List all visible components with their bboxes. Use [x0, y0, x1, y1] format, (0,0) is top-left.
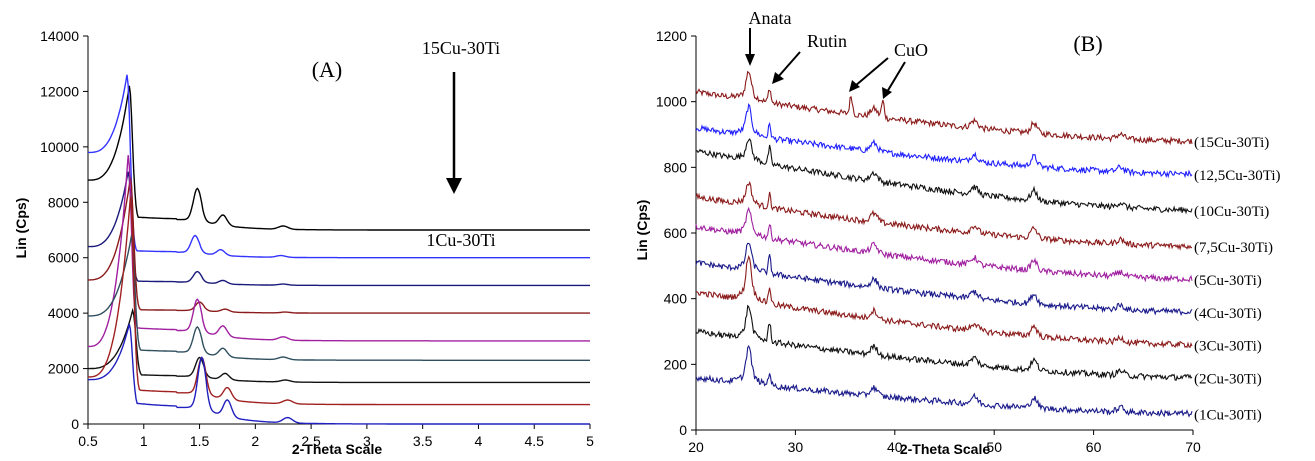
panel-b-ylabel: Lin (Cps)	[634, 200, 650, 261]
anatase-annotation: Anata	[749, 8, 792, 28]
panel-b-series-label: (7,5Cu-30Ti)	[1194, 240, 1273, 256]
panel-b-series-label: (5Cu-30Ti)	[1194, 273, 1262, 289]
rutile-arrow	[777, 51, 801, 78]
panel-a-series-line-5	[88, 155, 590, 348]
panel-b-series	[695, 70, 1193, 418]
rutile-arrow-head	[772, 72, 784, 84]
panel-a-series-line-9	[88, 324, 590, 425]
panel-a-x-tick-label: 5	[586, 433, 594, 449]
panel-a-x-tick-label: 3	[363, 433, 371, 449]
panel-b-y-tick-label: 800	[664, 159, 688, 175]
panel-b-chart: 0 200 400 600 800 1000 1200 20 30 40 50 60 70 (15Cu-…	[634, 8, 1281, 457]
panel-a-y-tick-label: 4000	[48, 305, 79, 321]
panel-b-series-line-3	[695, 138, 1193, 215]
panel-b-y-tick-label: 600	[664, 225, 688, 241]
panel-b-y-tick-label: 200	[664, 356, 688, 372]
panel-a-y-tick-label: 0	[71, 416, 79, 432]
panel-b-y-tick-label: 1200	[656, 28, 687, 44]
panel-a-x-tick-label: 3.5	[413, 433, 433, 449]
panel-a-series-line-2	[88, 74, 590, 259]
panel-a-chart: 0 2000 4000 6000 8000 10000 12000 14000 0.5 1 1.5 2…	[13, 28, 594, 457]
panel-b-series-line-2	[695, 102, 1193, 179]
panel-b-series-label: (1Cu-30Ti)	[1194, 408, 1262, 424]
panel-a-y-tick-label: 2000	[48, 361, 79, 377]
cuo-arrow-2-head	[882, 87, 892, 99]
panel-b-series-labels: (15Cu-30Ti) (12,5Cu-30Ti) (10Cu-30Ti) (7,5C…	[1194, 135, 1281, 424]
cuo-annotation: CuO	[894, 40, 928, 60]
panel-b-y-tick-label: 1000	[656, 94, 687, 110]
panel-a-series-line-3	[88, 171, 590, 287]
panel-b-series-label: (2Cu-30Ti)	[1194, 371, 1262, 387]
panel-a-series-line-8	[88, 196, 590, 406]
panel-a-x-tick-label: 2	[251, 433, 259, 449]
panel-b-y-tick-label: 0	[679, 422, 687, 438]
panel-a-x-tick-label: 4.5	[524, 433, 544, 449]
panel-b-series-line-1	[695, 70, 1193, 146]
cuo-arrow-1-head	[849, 80, 860, 92]
panel-a-arrow-head	[446, 178, 462, 194]
panel-b-xlabel: 2-Theta Scale	[900, 441, 990, 457]
panel-b-x-tick-label: 50	[986, 439, 1002, 455]
panel-b-annotation-arrows	[745, 28, 906, 99]
panel-a-x-tick-label: 0.5	[78, 433, 98, 449]
panel-a-axes: 0 2000 4000 6000 8000 10000 12000 14000 0.5 1 1.5 2…	[40, 28, 594, 449]
panel-b-series-line-5	[695, 206, 1193, 283]
panel-a-annotation-top: 15Cu-30Ti	[422, 38, 500, 58]
panel-a-x-tick-label: 1.5	[190, 433, 210, 449]
panel-b-series-label: (15Cu-30Ti)	[1194, 135, 1269, 151]
panel-b-series-line-8	[695, 304, 1193, 382]
panel-b-series-label: (4Cu-30Ti)	[1194, 306, 1262, 322]
panel-b-axes: 0 200 400 600 800 1000 1200 20 30 40 50 60 70	[656, 28, 1201, 455]
panel-b-x-tick-label: 20	[688, 439, 704, 455]
cuo-arrow-2	[886, 61, 906, 93]
panel-a-annotation-bottom: 1Cu-30Ti	[426, 230, 495, 250]
panel-b-x-tick-label: 30	[788, 439, 804, 455]
panel-b-series-line-6	[695, 242, 1193, 317]
panel-a-series-line-7	[88, 307, 590, 384]
panel-b-label: (B)	[1073, 31, 1102, 56]
panel-b-series-line-4	[695, 180, 1193, 251]
panel-a-x-tick-label: 2.5	[301, 433, 321, 449]
panel-a-x-tick-label: 4	[475, 433, 483, 449]
panel-a-y-tick-label: 12000	[40, 83, 79, 99]
panel-a-series-line-1	[88, 85, 590, 231]
panel-a-series	[88, 74, 590, 425]
panel-b-series-line-9	[695, 344, 1193, 418]
panel-a-y-tick-label: 10000	[40, 139, 79, 155]
panel-a-x-tick-label: 1	[140, 433, 148, 449]
panel-b-x-tick-label: 40	[887, 439, 903, 455]
panel-a-xlabel: 2-Theta Scale	[292, 441, 382, 457]
panel-a-label: (A)	[312, 57, 343, 82]
panel-b-series-label: (12,5Cu-30Ti)	[1194, 168, 1281, 184]
panel-b-y-tick-label: 400	[664, 291, 688, 307]
panel-b-series-line-7	[695, 254, 1193, 349]
anatase-arrow-head	[745, 54, 755, 66]
panel-a-series-line-4	[88, 177, 590, 314]
panel-b-x-tick-label: 60	[1086, 439, 1102, 455]
panel-b-series-label: (3Cu-30Ti)	[1194, 339, 1262, 355]
panel-a-series-line-6	[88, 235, 590, 361]
panel-b-series-label: (10Cu-30Ti)	[1194, 204, 1269, 220]
cuo-arrow-1	[854, 57, 889, 87]
rutile-annotation: Rutin	[807, 31, 847, 51]
panel-a-ylabel: Lin (Cps)	[13, 198, 29, 259]
panel-b-x-tick-label: 70	[1185, 439, 1201, 455]
panel-a-y-tick-label: 6000	[48, 250, 79, 266]
panel-a-y-tick-label: 8000	[48, 194, 79, 210]
panel-a-y-tick-label: 14000	[40, 28, 79, 44]
